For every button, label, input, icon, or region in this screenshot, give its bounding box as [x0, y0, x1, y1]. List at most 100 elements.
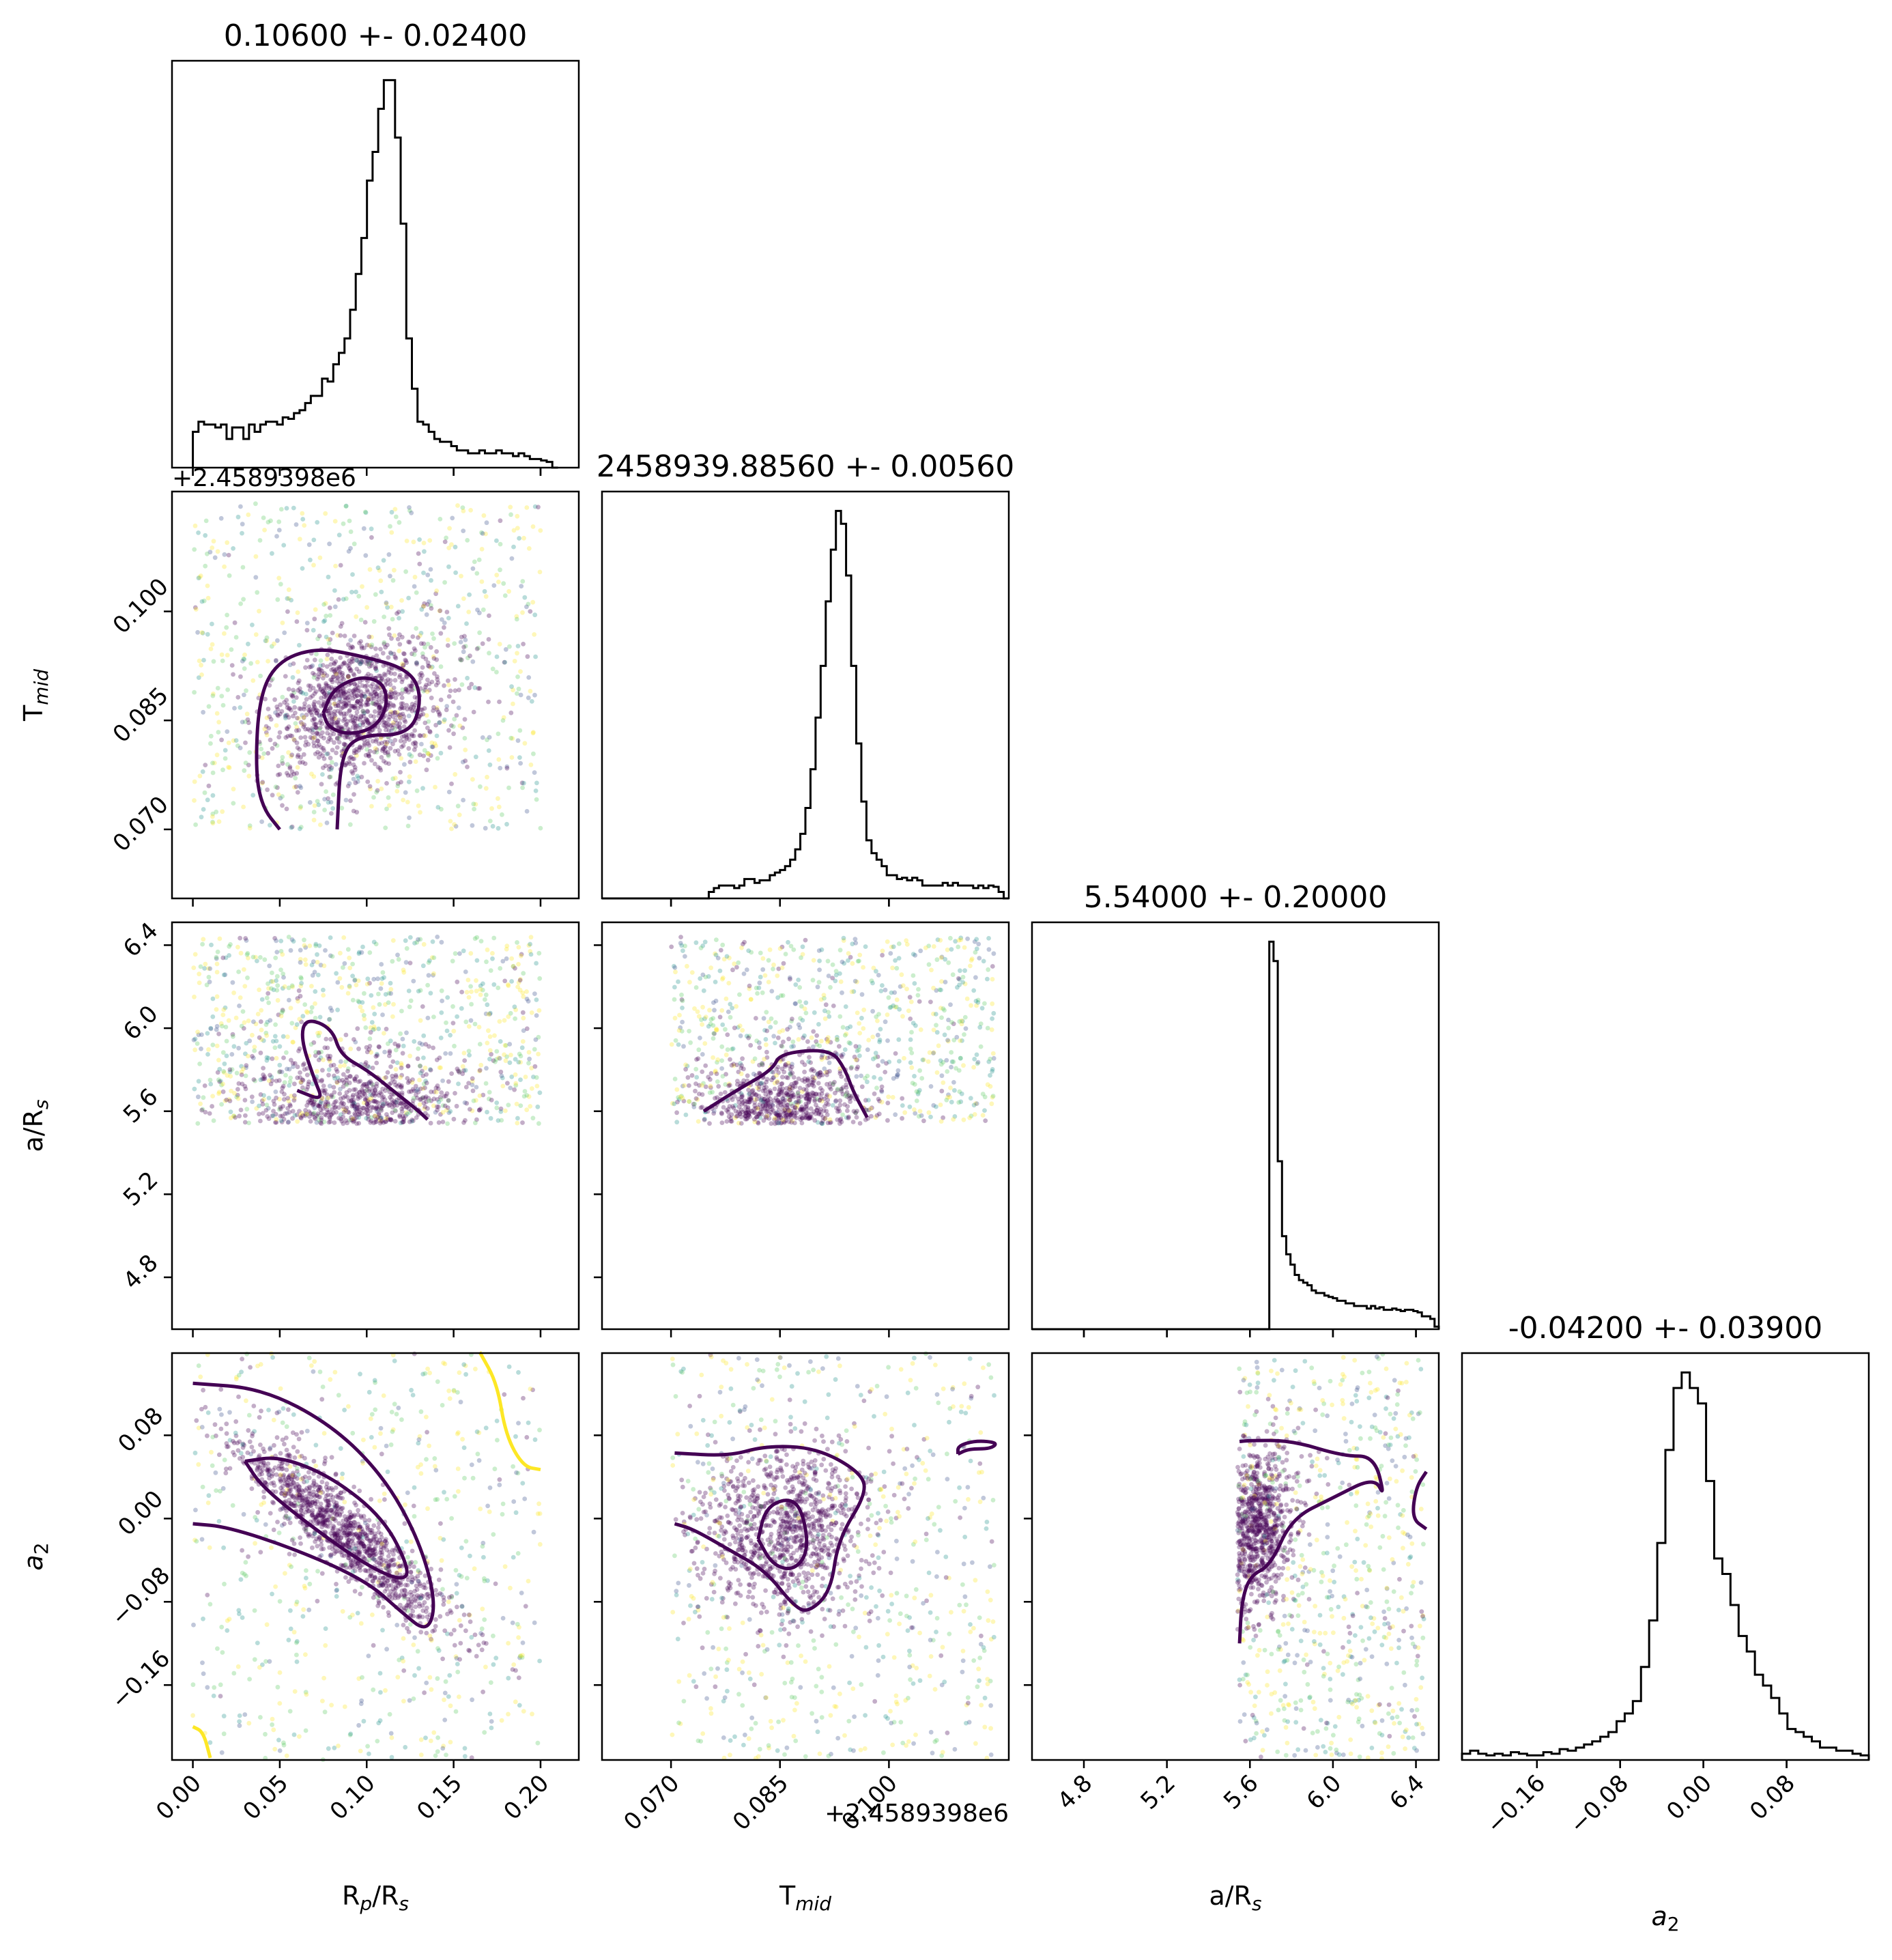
- scatter-point: [391, 685, 397, 690]
- scatter-point: [220, 809, 225, 814]
- scatter-point: [205, 631, 210, 637]
- scatter-point: [288, 1608, 293, 1613]
- scatter-point: [309, 771, 314, 777]
- scatter-point: [353, 723, 358, 728]
- scatter-point: [485, 1040, 490, 1046]
- scatter-point: [388, 709, 393, 714]
- scatter-point: [246, 512, 251, 517]
- scatter-point: [243, 936, 248, 941]
- scatter-point: [417, 1102, 422, 1107]
- scatter-point: [399, 1106, 404, 1111]
- scatter-point: [355, 1103, 360, 1107]
- scatter-point: [313, 752, 318, 756]
- scatter-point: [341, 1114, 345, 1120]
- scatter-point: [723, 1027, 728, 1032]
- scatter-point: [405, 687, 410, 693]
- scatter-point: [285, 773, 291, 778]
- scatter-point: [289, 824, 295, 829]
- scatter-point: [956, 944, 961, 950]
- scatter-point: [758, 1107, 764, 1112]
- scatter-point: [215, 685, 220, 691]
- scatter-point: [345, 1068, 350, 1074]
- scatter-point: [990, 1016, 994, 1021]
- scatter-point: [342, 742, 347, 747]
- scatter-point: [359, 659, 364, 664]
- scatter-point: [278, 702, 283, 707]
- scatter-point: [734, 1004, 739, 1009]
- scatter-point: [489, 1097, 494, 1103]
- scatter-point: [286, 1637, 291, 1643]
- scatter-point: [469, 681, 474, 687]
- scatter-point: [261, 515, 266, 520]
- scatter-point: [360, 722, 366, 727]
- scatter-point: [350, 718, 356, 723]
- scatter-point: [264, 635, 270, 640]
- scatter-point: [949, 1064, 954, 1070]
- scatter-point: [816, 1081, 821, 1085]
- scatter-point: [417, 752, 422, 758]
- scatter-point: [982, 1094, 988, 1100]
- scatter-point: [403, 657, 408, 663]
- scatter-point: [463, 969, 468, 974]
- scatter-point: [272, 1045, 278, 1050]
- scatter-point: [439, 1090, 444, 1095]
- scatter-point: [478, 992, 483, 997]
- scatter-point: [278, 582, 283, 587]
- scatter-point: [707, 1121, 712, 1126]
- scatter-point: [380, 1103, 386, 1108]
- scatter-point: [388, 739, 393, 743]
- scatter-point: [471, 801, 476, 807]
- scatter-point: [516, 945, 521, 950]
- scatter-point: [511, 963, 516, 969]
- scatter-point: [412, 652, 417, 657]
- scatter-point: [326, 640, 332, 646]
- scatter-point: [311, 685, 316, 691]
- scatter-point: [754, 1092, 759, 1097]
- scatter-point: [347, 658, 352, 664]
- scatter-point: [508, 1053, 513, 1057]
- scatter-point: [312, 717, 317, 722]
- scatter-point: [698, 976, 703, 981]
- scatter-point: [444, 707, 449, 713]
- scatter-point: [360, 709, 366, 713]
- scatter-point: [446, 564, 451, 569]
- scatter-point: [763, 1037, 769, 1042]
- scatter-point: [814, 1033, 820, 1038]
- scatter-point: [507, 644, 512, 649]
- scatter-point: [300, 517, 306, 522]
- scatter-point: [531, 730, 536, 735]
- scatter-point: [465, 655, 470, 661]
- scatter-point: [336, 739, 342, 745]
- scatter-point: [417, 1063, 422, 1068]
- scatter-point: [990, 977, 995, 982]
- scatter-point: [331, 1110, 336, 1116]
- scatter-point: [377, 1120, 383, 1126]
- scatter-point: [688, 1040, 693, 1045]
- scatter-point: [386, 552, 392, 557]
- scatter-point: [449, 723, 454, 728]
- scatter-point: [332, 604, 338, 610]
- scatter-point: [286, 724, 291, 729]
- scatter-point: [437, 608, 442, 614]
- scatter-point: [519, 780, 525, 786]
- scatter-point: [373, 1113, 377, 1118]
- scatter-point: [395, 636, 401, 642]
- scatter-point: [488, 1116, 493, 1121]
- scatter-point: [365, 698, 371, 703]
- scatter-point: [384, 806, 389, 812]
- scatter-point: [340, 670, 345, 676]
- scatter-point: [528, 762, 534, 767]
- scatter-point: [383, 992, 388, 997]
- scatter-point: [347, 955, 352, 961]
- scatter-point: [803, 1096, 809, 1101]
- scatter-point: [295, 754, 300, 759]
- scatter-point: [258, 1550, 263, 1555]
- scatter-point: [321, 1119, 327, 1124]
- scatter-point: [819, 1120, 824, 1126]
- scatter-point: [267, 963, 272, 969]
- scatter-point: [437, 1065, 442, 1070]
- scatter-point: [872, 1091, 877, 1096]
- scatter-point: [448, 1033, 453, 1038]
- scatter-point: [250, 793, 256, 798]
- scatter-point: [280, 754, 285, 760]
